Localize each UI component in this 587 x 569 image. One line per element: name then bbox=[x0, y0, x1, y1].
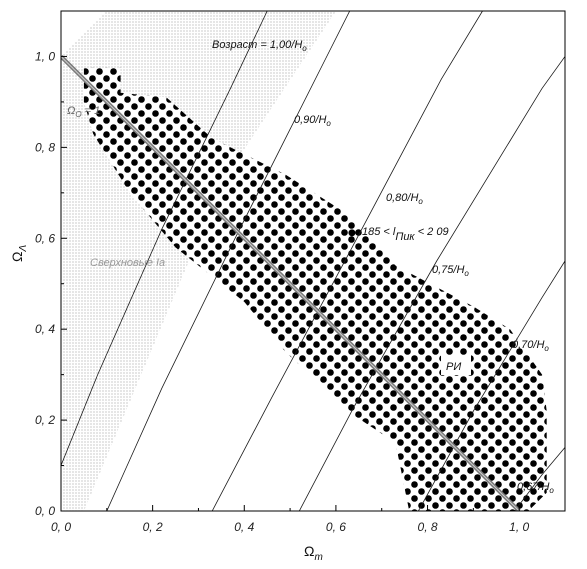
peak-label: 185 < lПик < 2 09 bbox=[362, 226, 449, 243]
y-tick-label-5: 1, 0 bbox=[35, 49, 55, 63]
x-tick-label-4: 0, 8 bbox=[418, 520, 438, 534]
supernova-label: Сверхновые Ia bbox=[90, 257, 165, 269]
y-tick-label-0: 0, 0 bbox=[35, 504, 55, 518]
y-tick-label-1: 0, 2 bbox=[35, 413, 55, 427]
age-label-075: 0,75/Ho bbox=[432, 264, 469, 278]
y-tick-label-3: 0, 6 bbox=[35, 231, 55, 245]
y-axis-title: ΩΛ bbox=[9, 245, 29, 262]
peak-marker bbox=[348, 229, 356, 237]
age-contour-0 bbox=[61, 11, 268, 466]
flat-line-label: ΩO = 1 bbox=[67, 105, 100, 119]
age-label-090: 0,90/Ho bbox=[294, 114, 331, 128]
x-tick-label-0: 0, 0 bbox=[51, 520, 71, 534]
y-tick-label-2: 0, 4 bbox=[35, 322, 55, 336]
plot-frame bbox=[60, 10, 566, 512]
cmb-region bbox=[83, 67, 547, 511]
age-contour-1 bbox=[106, 11, 351, 511]
x-axis-title: Ωm bbox=[304, 543, 323, 563]
age-contours bbox=[61, 11, 565, 511]
x-tick-label-5: 1, 0 bbox=[509, 520, 529, 534]
age-label-080: 0,80/Ho bbox=[386, 192, 423, 206]
age-label-070: 0,70/Ho bbox=[512, 339, 549, 353]
x-tick-label-1: 0, 2 bbox=[143, 520, 163, 534]
y-tick-label-4: 0, 8 bbox=[35, 140, 55, 154]
age-contour-4 bbox=[418, 260, 565, 511]
axis-ticks: 0, 0 0, 0 0, 2 0, 2 0, 4 0, 4 0, 6 0, 6 0, 8 0, 8… bbox=[35, 10, 566, 534]
age-contour-3 bbox=[298, 56, 565, 511]
age-label-100: Возраст = 1,00/Ho bbox=[212, 39, 307, 53]
age-contour-5 bbox=[514, 447, 565, 511]
x-tick-label-2: 0, 4 bbox=[234, 520, 254, 534]
age-contour-2 bbox=[211, 11, 483, 511]
cmb-label: РИ bbox=[446, 361, 461, 373]
flat-universe-line-core bbox=[61, 56, 520, 511]
cmb-label-bg bbox=[441, 355, 471, 375]
age-label-067: 0,67/Ho bbox=[517, 481, 554, 495]
plot-area bbox=[61, 11, 565, 511]
x-tick-label-3: 0, 6 bbox=[326, 520, 346, 534]
